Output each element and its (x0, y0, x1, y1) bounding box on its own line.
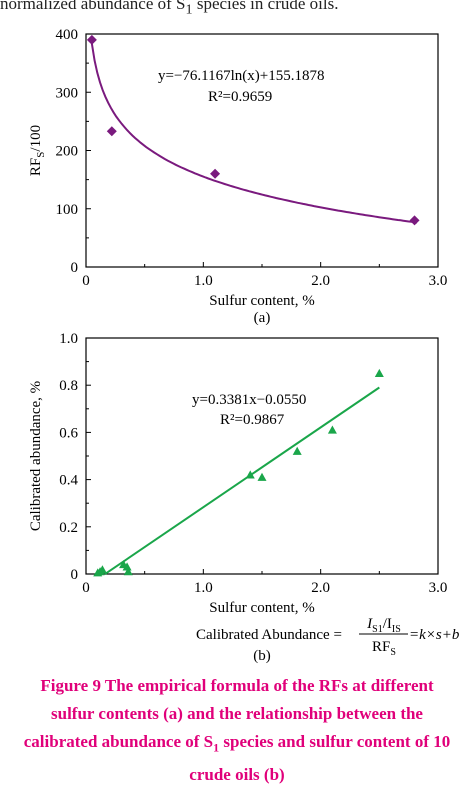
top-partial-text-sub: 1 (185, 1, 193, 16)
panel-a-x-tick-label: 1.0 (194, 273, 213, 289)
panel-b-data-point (122, 562, 132, 571)
panel-b-data-point (245, 470, 255, 479)
panel-b-formula-den-main: RF (372, 639, 390, 655)
panel-b-x-axis-label: Sulfur content, % (209, 600, 314, 616)
panel-a-fit-line (90, 43, 418, 224)
panel-b-data-point (257, 472, 267, 481)
panel-b-x-tick-label: 2.0 (311, 580, 330, 596)
panel-b-x-tick-label: 0 (82, 580, 90, 596)
panel-b-y-tick-label: 0.8 (59, 378, 78, 394)
panel-b-data-point (292, 446, 302, 455)
panel-a-y-axis-label-main: RF (28, 158, 44, 176)
panel-a-y-axis-label-tail: /100 (28, 125, 44, 152)
panel-b-data-point (327, 425, 337, 434)
caption-line-3-a: calibrated abundance of S (23, 732, 214, 751)
panel-b-formula-denominator: RFS (372, 639, 396, 658)
caption-line-4: crude oils (b) (189, 765, 285, 785)
panel-b-formula-rhs: =k×s+b (409, 627, 460, 643)
panel-a-data-point (210, 168, 221, 179)
panel-b-formula-num-sub1: S1 (372, 624, 383, 635)
panel-b-y-tick-label: 0.2 (59, 520, 78, 536)
panel-a-x-tick-label: 3.0 (429, 273, 448, 289)
panel-b-data-point (123, 567, 133, 576)
caption-line-2: sulfur contents (a) and the relationship… (51, 704, 423, 723)
panel-b-plot-frame (85, 337, 439, 575)
panel-a-y-tick-label: 100 (56, 202, 79, 218)
panel-b-y-tick-label: 0.4 (59, 473, 78, 489)
panel-a-y-tick-label: 300 (56, 85, 79, 101)
top-partial-text-tail: species in crude oils. (192, 0, 339, 13)
panel-b-y-axis-label-main: Calibrated abundance, % (28, 381, 44, 531)
panel-b-formula-den-sub: S (390, 647, 396, 658)
panel-a-r-squared: R²=0.9659 (208, 89, 272, 105)
panel-b-formula-lhs: Calibrated Abundance = (196, 627, 342, 643)
caption-line-3-b: species and sulfur content of 10 (219, 732, 451, 751)
panel-b-x-tick-label: 1.0 (194, 580, 213, 596)
panel-b-data-point (97, 565, 107, 574)
panel-b-panel-label: (b) (253, 648, 271, 664)
panel-a-data-point (409, 215, 420, 226)
panel-b-formula-numerator: IS1/IIS (366, 616, 401, 635)
caption-line-3: calibrated abundance of S1 species and s… (0, 728, 474, 761)
panel-b-y-tick-label: 0 (71, 567, 79, 583)
top-partial-text-main: normalized abundance of S (0, 0, 186, 13)
panel-a-panel-label: (a) (254, 310, 271, 326)
panel-b-r-squared: R²=0.9867 (220, 412, 285, 428)
panel-a-data-point (106, 126, 117, 137)
panel-a-fit-equation: y=−76.1167ln(x)+155.1878 (158, 68, 324, 84)
caption-line-1: Figure 9 The empirical formula of the RF… (40, 676, 434, 695)
panel-a-x-tick-label: 0 (82, 273, 90, 289)
panel-b-y-tick-label: 1.0 (59, 331, 78, 347)
panel-a-y-tick-label: 400 (56, 27, 79, 43)
panel-a-y-tick-label: 200 (56, 144, 79, 160)
panel-a-y-axis-label: RFS/100 (28, 125, 47, 176)
panel-a-y-axis-label-sub: S (35, 152, 47, 158)
panel-a-x-tick-label: 2.0 (311, 273, 330, 289)
panel-b-y-axis-label: Calibrated abundance, % (28, 381, 44, 531)
panel-b-x-tick-label: 3.0 (429, 580, 448, 596)
panel-a-chart: 0 1.0 2.0 3.0 0 100 200 300 400 Sulfur content, %… (28, 27, 447, 326)
figure-svg: 0 1.0 2.0 3.0 0 100 200 300 400 Sulfur content, %… (28, 27, 460, 664)
panel-a-data-point (86, 34, 97, 45)
panel-b-data-point (374, 368, 384, 377)
panel-a-y-tick-label: 0 (71, 260, 79, 276)
panel-b-y-tick-label: 0.6 (59, 425, 78, 441)
panel-b-formula-num-i1: I (366, 616, 373, 632)
panel-b-fit-equation: y=0.3381x−0.0550 (192, 392, 306, 408)
panel-b-fit-line (104, 386, 380, 576)
figure-caption: Figure 9 The empirical formula of the RF… (0, 672, 474, 789)
panel-a-x-axis-label: Sulfur content, % (209, 293, 314, 309)
top-partial-text: normalized abundance of S1 species in cr… (0, 0, 474, 16)
panel-b-chart: 0 1.0 2.0 3.0 0 0.2 0.4 0.6 0.8 1.0 Sulfur content… (28, 331, 460, 664)
panel-b-formula-num-mid: /I (383, 616, 392, 632)
panel-b-formula-num-sub2: IS (392, 624, 401, 635)
caption-line-3-sub: 1 (213, 740, 220, 755)
